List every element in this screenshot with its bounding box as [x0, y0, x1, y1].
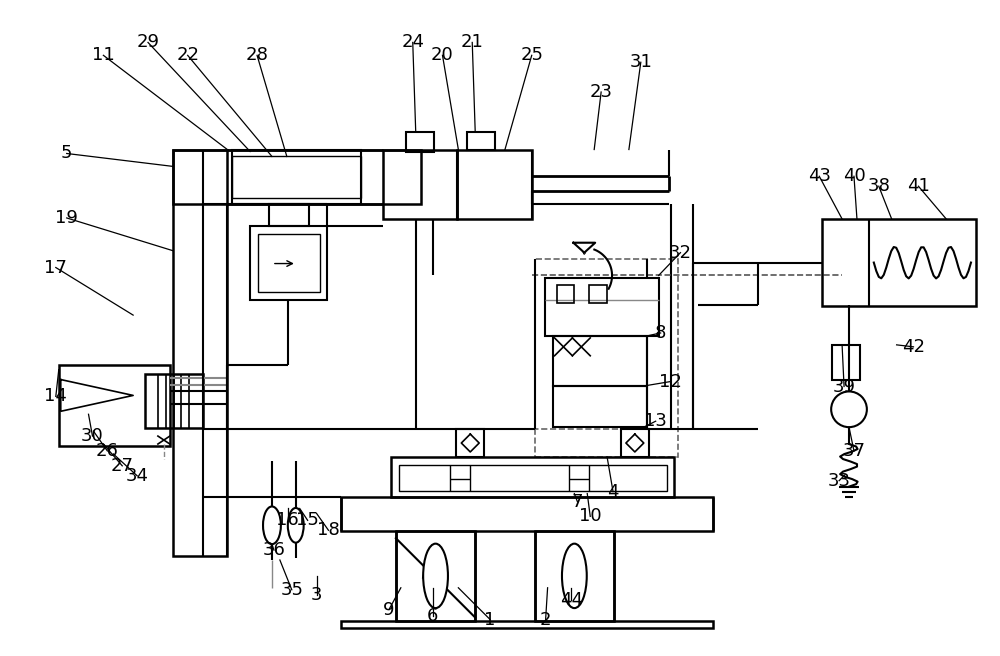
Text: 19: 19 — [55, 209, 78, 227]
Bar — [535, 531, 614, 621]
Text: 29: 29 — [137, 33, 160, 51]
Text: 5: 5 — [61, 144, 72, 163]
Bar — [396, 531, 475, 621]
Text: 10: 10 — [579, 507, 602, 525]
Polygon shape — [626, 434, 644, 452]
Bar — [553, 386, 647, 427]
Text: 3: 3 — [311, 586, 322, 604]
Bar — [406, 132, 434, 152]
Bar — [173, 150, 227, 556]
Text: 14: 14 — [44, 388, 67, 405]
Text: 16: 16 — [276, 512, 299, 529]
Text: 35: 35 — [280, 581, 303, 599]
Bar — [391, 457, 674, 497]
Ellipse shape — [562, 544, 587, 608]
Bar — [250, 226, 327, 300]
Bar — [456, 429, 484, 457]
Text: 4: 4 — [607, 483, 619, 501]
Bar — [232, 150, 361, 204]
Text: 42: 42 — [902, 338, 925, 356]
Text: 28: 28 — [246, 47, 269, 64]
Text: 41: 41 — [907, 177, 930, 195]
Bar — [341, 621, 713, 628]
Bar — [173, 150, 421, 204]
Text: 22: 22 — [176, 47, 199, 64]
Text: 27: 27 — [111, 457, 134, 475]
Bar — [832, 345, 860, 380]
Text: 20: 20 — [431, 47, 454, 64]
Text: 18: 18 — [317, 522, 340, 539]
Text: 8: 8 — [655, 324, 666, 342]
Text: 21: 21 — [461, 33, 484, 51]
Ellipse shape — [263, 506, 281, 544]
Ellipse shape — [288, 508, 304, 543]
Text: 43: 43 — [808, 167, 831, 185]
Text: 13: 13 — [644, 412, 667, 430]
Bar — [232, 157, 361, 198]
Text: 23: 23 — [590, 83, 613, 101]
Text: 30: 30 — [81, 427, 104, 445]
Text: 15: 15 — [296, 512, 319, 529]
Text: 39: 39 — [833, 377, 856, 396]
Bar — [557, 285, 574, 303]
Text: 44: 44 — [560, 590, 583, 609]
Text: 34: 34 — [126, 466, 149, 485]
Circle shape — [831, 392, 867, 427]
Text: 9: 9 — [383, 601, 395, 619]
Text: 2: 2 — [540, 611, 551, 628]
Polygon shape — [573, 243, 595, 253]
Bar — [258, 234, 320, 293]
Text: 7: 7 — [572, 493, 583, 510]
Text: 12: 12 — [659, 373, 682, 390]
Bar — [145, 374, 203, 428]
Polygon shape — [61, 380, 133, 411]
Text: 40: 40 — [843, 167, 865, 185]
Ellipse shape — [423, 544, 448, 608]
Text: 33: 33 — [828, 472, 851, 489]
Bar — [269, 204, 309, 226]
Bar — [621, 429, 649, 457]
Text: 26: 26 — [96, 442, 119, 460]
Text: 1: 1 — [484, 611, 496, 628]
Text: 37: 37 — [842, 442, 865, 460]
Bar — [467, 132, 495, 150]
Text: 38: 38 — [867, 177, 890, 195]
Bar — [457, 150, 532, 219]
Bar — [553, 336, 647, 386]
Bar — [822, 219, 976, 306]
Text: 32: 32 — [669, 243, 692, 262]
Text: 11: 11 — [92, 47, 115, 64]
Bar — [545, 278, 659, 336]
Text: 36: 36 — [262, 541, 285, 559]
Text: 24: 24 — [401, 33, 424, 51]
Text: 25: 25 — [520, 47, 543, 64]
Bar — [59, 365, 170, 446]
Text: 6: 6 — [427, 607, 438, 625]
Text: 31: 31 — [629, 53, 652, 72]
Bar — [341, 497, 713, 531]
Bar — [383, 150, 457, 219]
Bar — [589, 285, 607, 303]
Text: 17: 17 — [44, 258, 67, 277]
Polygon shape — [461, 434, 479, 452]
Bar — [399, 465, 667, 491]
Bar — [535, 258, 678, 457]
